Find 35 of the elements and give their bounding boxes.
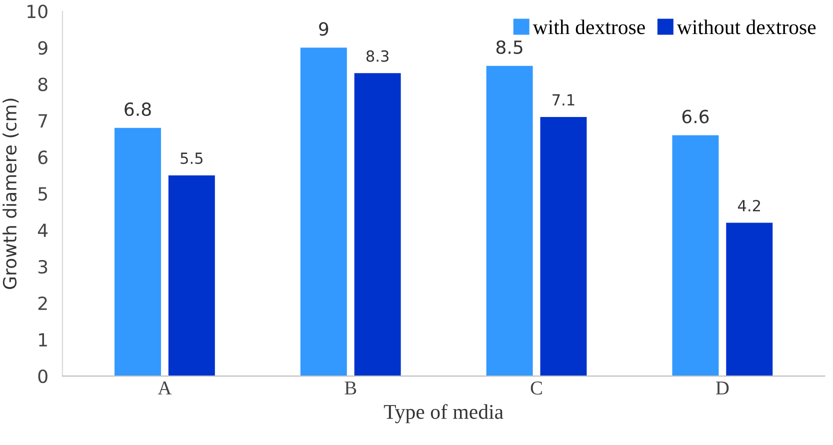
data-label: 7.1	[552, 94, 574, 106]
data-label: 6.6	[682, 110, 709, 124]
bar	[168, 175, 215, 376]
data-label: 4.2	[738, 200, 760, 212]
y-tick-label: 4	[38, 224, 48, 237]
bar	[672, 135, 719, 376]
y-tick-label: 9	[38, 41, 48, 55]
x-axis-title: Type of media	[384, 404, 504, 424]
y-axis-title: Growth diamere (cm)	[2, 98, 19, 289]
y-tick-label: 10	[28, 4, 48, 18]
bar	[486, 66, 533, 376]
y-tick-label: 1	[39, 333, 47, 346]
data-label: 8.5	[496, 40, 522, 54]
bar	[354, 73, 401, 376]
x-tick-label: C	[530, 382, 542, 395]
legend-label: with dextrose	[532, 20, 645, 34]
y-tick-label: 2	[38, 296, 47, 310]
y-tick-label: 6	[38, 150, 48, 164]
y-tick-label: 7	[38, 114, 48, 128]
bar	[114, 128, 162, 376]
y-tick-label: 0	[38, 369, 48, 384]
data-label: 9	[319, 22, 328, 36]
data-label: 6.8	[124, 102, 151, 116]
x-tick-label: B	[344, 382, 356, 394]
legend-label: without dextrose	[676, 20, 816, 34]
data-label: 5.5	[180, 152, 202, 164]
bar	[726, 222, 773, 376]
y-tick-label: 3	[38, 260, 48, 274]
bar	[540, 116, 587, 376]
x-tick-label: D	[716, 382, 729, 394]
data-label: 8.3	[366, 50, 388, 62]
y-tick-label: 8	[38, 78, 48, 92]
bar	[300, 48, 347, 376]
x-tick-label: A	[158, 382, 172, 394]
y-tick-label: 5	[38, 187, 48, 201]
